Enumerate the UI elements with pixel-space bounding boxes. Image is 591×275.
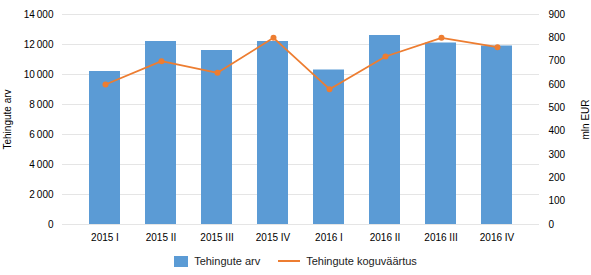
svg-text:2015 II: 2015 II xyxy=(146,232,177,243)
svg-text:300: 300 xyxy=(549,149,566,160)
svg-text:14 000: 14 000 xyxy=(24,9,54,20)
svg-text:200: 200 xyxy=(549,172,566,183)
svg-text:2016 I: 2016 I xyxy=(315,232,343,243)
svg-text:2015 IV: 2015 IV xyxy=(256,232,291,243)
svg-text:2016 III: 2016 III xyxy=(424,232,457,243)
html-text:Tehingute koguväärtus: Tehingute koguväärtus xyxy=(306,255,417,267)
svg-text:12 000: 12 000 xyxy=(24,39,54,50)
svg-text:2015 III: 2015 III xyxy=(200,232,233,243)
svg-text:8 000: 8 000 xyxy=(29,99,54,110)
svg-text:700: 700 xyxy=(549,55,566,66)
svg-text:6 000: 6 000 xyxy=(29,129,54,140)
svg-text:400: 400 xyxy=(549,125,566,136)
svg-text:2016 IV: 2016 IV xyxy=(480,232,515,243)
svg-text:4 000: 4 000 xyxy=(29,159,54,170)
svg-text:500: 500 xyxy=(549,102,566,113)
svg-text:2 000: 2 000 xyxy=(29,189,54,200)
svg-text:100: 100 xyxy=(549,195,566,206)
html-text:Tehingute arv: Tehingute arv xyxy=(194,255,261,267)
svg-text:Tehingute arv: Tehingute arv xyxy=(2,89,13,149)
svg-text:mln EUR: mln EUR xyxy=(580,99,591,139)
svg-text:0: 0 xyxy=(549,219,555,230)
svg-text:900: 900 xyxy=(549,9,566,20)
svg-text:10 000: 10 000 xyxy=(24,69,54,80)
svg-text:2016 II: 2016 II xyxy=(370,232,401,243)
svg-text:600: 600 xyxy=(549,79,566,90)
svg-text:2015 I: 2015 I xyxy=(91,232,119,243)
svg-text:800: 800 xyxy=(549,32,566,43)
svg-text:0: 0 xyxy=(48,219,54,230)
